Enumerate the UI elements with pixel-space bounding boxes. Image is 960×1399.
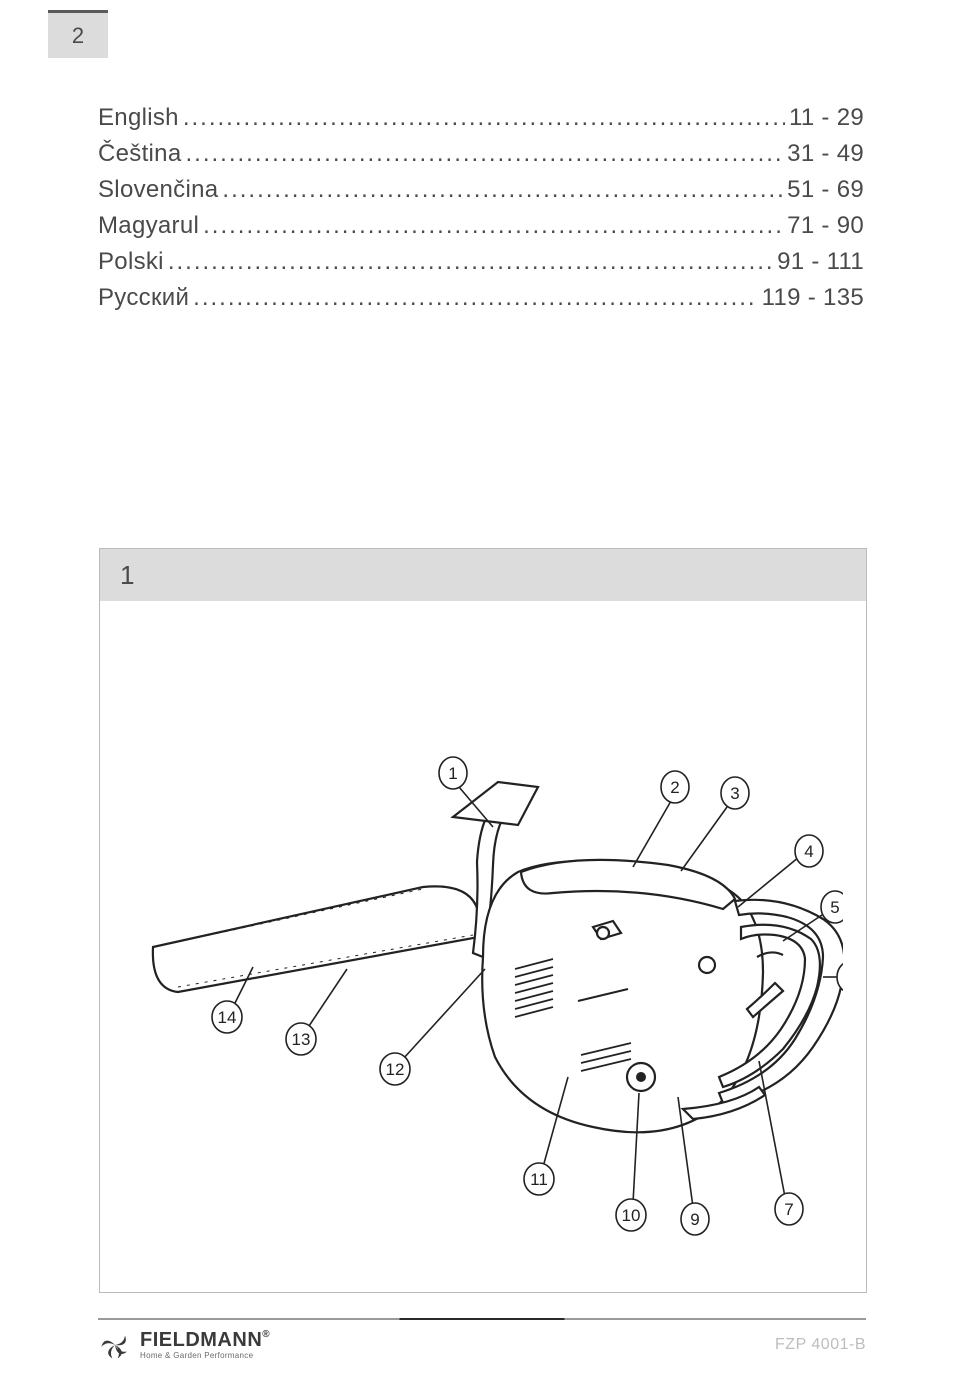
page-footer: FIELDMANN® Home & Garden Performance FZP… [98, 1318, 866, 1370]
toc-row: Русский ................................… [98, 280, 864, 316]
toc-pages: 11 - 29 [789, 100, 864, 136]
toc-row: Slovenčina .............................… [98, 172, 864, 208]
svg-text:10: 10 [622, 1206, 641, 1225]
brand-name: FIELDMANN® [140, 1330, 270, 1350]
callout-5: 5 [821, 891, 843, 923]
toc-pages: 91 - 111 [777, 244, 864, 280]
toc-dots: ........................................… [168, 244, 773, 280]
toc-dots: ........................................… [193, 280, 758, 316]
toc-label: Русский [98, 280, 189, 316]
brand-tagline: Home & Garden Performance [140, 1352, 270, 1360]
callout-12: 12 [380, 1053, 410, 1085]
page-number-tab: 2 [48, 10, 108, 58]
callout-4: 4 [795, 835, 823, 867]
callout-14: 14 [212, 1001, 242, 1033]
figure-number: 1 [120, 560, 134, 591]
toc-label: English [98, 100, 179, 136]
chainsaw-diagram: 1 2 3 4 5 [123, 657, 843, 1237]
callout-10: 10 [616, 1199, 646, 1231]
toc-dots: ........................................… [183, 100, 785, 136]
toc-pages: 71 - 90 [787, 208, 864, 244]
svg-text:1: 1 [448, 764, 457, 783]
svg-text:2: 2 [670, 778, 679, 797]
toc-label: Slovenčina [98, 172, 218, 208]
figure-svg-wrap: 1 2 3 4 5 [100, 601, 866, 1292]
svg-text:9: 9 [690, 1210, 699, 1229]
table-of-contents: English ................................… [98, 100, 864, 316]
footer-rule-accent [400, 1318, 565, 1320]
brand-text: FIELDMANN® Home & Garden Performance [140, 1330, 270, 1360]
svg-text:13: 13 [292, 1030, 311, 1049]
toc-dots: ........................................… [222, 172, 783, 208]
svg-text:3: 3 [730, 784, 739, 803]
toc-row: English ................................… [98, 100, 864, 136]
toc-label: Magyarul [98, 208, 199, 244]
figure-header: 1 [100, 549, 866, 601]
toc-label: Čeština [98, 136, 181, 172]
toc-pages: 31 - 49 [787, 136, 864, 172]
callout-1: 1 [439, 757, 467, 789]
callout-3: 3 [721, 777, 749, 809]
toc-row: Čeština ................................… [98, 136, 864, 172]
toc-pages: 119 - 135 [762, 280, 864, 316]
callout-11: 11 [524, 1163, 554, 1195]
figure-box: 1 [99, 548, 867, 1293]
toc-label: Polski [98, 244, 164, 280]
svg-text:7: 7 [784, 1200, 793, 1219]
toc-row: Magyarul ...............................… [98, 208, 864, 244]
toc-dots: ........................................… [203, 208, 783, 244]
toc-pages: 51 - 69 [787, 172, 864, 208]
svg-text:14: 14 [218, 1008, 237, 1027]
toc-dots: ........................................… [185, 136, 783, 172]
svg-text:11: 11 [530, 1170, 548, 1189]
toc-row: Polski .................................… [98, 244, 864, 280]
callout-2: 2 [661, 771, 689, 803]
callout-9: 9 [681, 1203, 709, 1235]
brand: FIELDMANN® Home & Garden Performance [98, 1328, 270, 1362]
svg-text:12: 12 [386, 1060, 405, 1079]
svg-text:5: 5 [830, 898, 839, 917]
brand-swirl-icon [98, 1328, 132, 1362]
page-number: 2 [72, 23, 84, 49]
callout-13: 13 [286, 1023, 316, 1055]
brand-name-text: FIELDMANN [140, 1329, 262, 1351]
svg-text:4: 4 [804, 842, 813, 861]
brand-registered-mark: ® [262, 1329, 270, 1340]
model-number: FZP 4001-B [775, 1336, 866, 1354]
callout-7: 7 [775, 1193, 803, 1225]
